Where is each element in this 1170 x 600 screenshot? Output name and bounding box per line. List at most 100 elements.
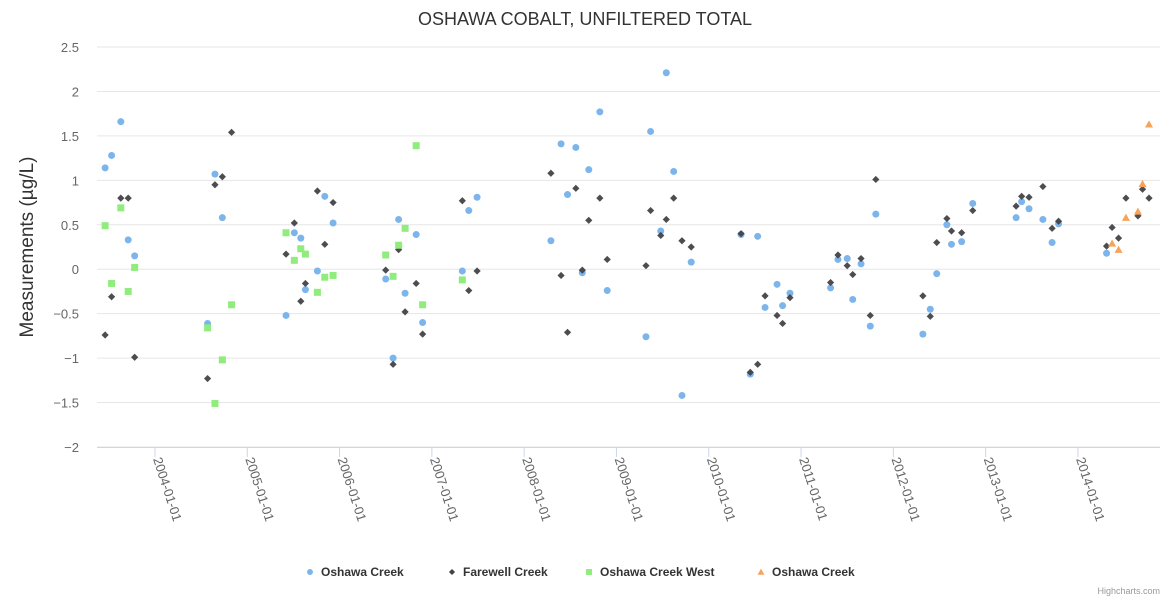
data-point[interactable] (564, 191, 572, 199)
data-point[interactable] (585, 216, 593, 224)
data-point[interactable] (211, 181, 219, 189)
data-point[interactable] (773, 311, 781, 320)
data-point[interactable] (1018, 192, 1026, 200)
data-point[interactable] (131, 353, 139, 361)
data-point[interactable] (401, 289, 409, 297)
data-point[interactable] (458, 276, 466, 284)
data-point[interactable] (412, 231, 420, 239)
data-point[interactable] (827, 284, 835, 292)
data-point[interactable] (297, 297, 305, 305)
data-point[interactable] (218, 356, 226, 364)
data-point[interactable] (1133, 207, 1142, 215)
data-point[interactable] (395, 215, 403, 223)
data-point[interactable] (313, 187, 322, 195)
data-point[interactable] (124, 194, 132, 202)
data-point[interactable] (124, 287, 132, 295)
data-point[interactable] (1145, 120, 1154, 128)
data-point[interactable] (943, 214, 951, 223)
data-point[interactable] (131, 263, 139, 271)
data-point[interactable] (218, 173, 226, 181)
data-point[interactable] (596, 194, 604, 202)
data-point[interactable] (572, 143, 580, 151)
legend-symbol-icon[interactable] (307, 569, 313, 575)
data-point[interactable] (779, 302, 787, 310)
data-point[interactable] (412, 142, 420, 150)
legend-item[interactable]: Oshawa Creek (307, 565, 404, 579)
data-point[interactable] (382, 251, 390, 259)
data-point[interactable] (218, 214, 226, 222)
data-point[interactable] (321, 240, 329, 248)
data-point[interactable] (947, 227, 956, 235)
data-point[interactable] (473, 193, 481, 201)
data-point[interactable] (401, 308, 409, 316)
data-point[interactable] (131, 252, 139, 260)
data-point[interactable] (563, 328, 572, 336)
data-point[interactable] (1018, 198, 1026, 206)
data-point[interactable] (117, 194, 125, 202)
data-point[interactable] (843, 255, 851, 263)
data-point[interactable] (1102, 242, 1111, 250)
legend-symbol-icon[interactable] (448, 568, 456, 576)
data-point[interactable] (926, 305, 934, 313)
data-point[interactable] (786, 294, 794, 302)
data-point[interactable] (969, 199, 977, 207)
data-point[interactable] (687, 258, 695, 266)
data-point[interactable] (1114, 245, 1123, 253)
data-point[interactable] (969, 206, 977, 215)
data-point[interactable] (458, 197, 466, 205)
data-point[interactable] (282, 311, 290, 319)
data-point[interactable] (282, 229, 290, 237)
data-point[interactable] (958, 238, 966, 246)
data-point[interactable] (412, 279, 420, 288)
data-point[interactable] (933, 270, 941, 278)
data-point[interactable] (834, 255, 842, 263)
data-point[interactable] (778, 319, 787, 328)
data-point[interactable] (872, 210, 880, 218)
data-point[interactable] (1012, 202, 1020, 210)
data-point[interactable] (933, 238, 941, 247)
data-point[interactable] (108, 151, 116, 159)
data-point[interactable] (465, 286, 473, 295)
data-point[interactable] (1114, 234, 1123, 242)
data-point[interactable] (1048, 224, 1056, 232)
data-point[interactable] (1121, 213, 1130, 221)
data-point[interactable] (101, 222, 109, 230)
data-point[interactable] (124, 236, 132, 244)
legend-symbol-icon[interactable] (757, 568, 765, 575)
data-point[interactable] (662, 215, 670, 224)
data-point[interactable] (395, 241, 403, 249)
data-point[interactable] (290, 219, 298, 227)
data-point[interactable] (761, 292, 769, 300)
data-point[interactable] (849, 295, 857, 303)
data-point[interactable] (1138, 179, 1147, 188)
data-point[interactable] (1138, 185, 1147, 193)
data-point[interactable] (382, 275, 390, 283)
data-point[interactable] (585, 166, 593, 174)
data-point[interactable] (826, 278, 835, 287)
data-point[interactable] (678, 391, 686, 399)
data-point[interactable] (647, 206, 655, 215)
data-point[interactable] (1145, 194, 1153, 202)
data-point[interactable] (670, 194, 678, 202)
data-point[interactable] (117, 118, 125, 126)
data-point[interactable] (746, 368, 754, 376)
data-point[interactable] (761, 303, 769, 311)
data-point[interactable] (1012, 214, 1020, 222)
data-point[interactable] (297, 234, 305, 242)
data-point[interactable] (926, 312, 934, 320)
data-point[interactable] (947, 240, 955, 248)
data-point[interactable] (866, 311, 874, 320)
data-point[interactable] (203, 374, 212, 383)
data-point[interactable] (657, 227, 665, 235)
data-point[interactable] (297, 245, 305, 253)
data-point[interactable] (547, 169, 555, 177)
data-point[interactable] (329, 198, 337, 207)
data-point[interactable] (301, 279, 310, 288)
data-point[interactable] (857, 254, 865, 263)
data-point[interactable] (919, 330, 927, 338)
data-point[interactable] (547, 237, 555, 245)
data-point[interactable] (419, 301, 427, 309)
data-point[interactable] (117, 204, 125, 212)
data-point[interactable] (382, 266, 390, 274)
data-point[interactable] (943, 221, 951, 229)
